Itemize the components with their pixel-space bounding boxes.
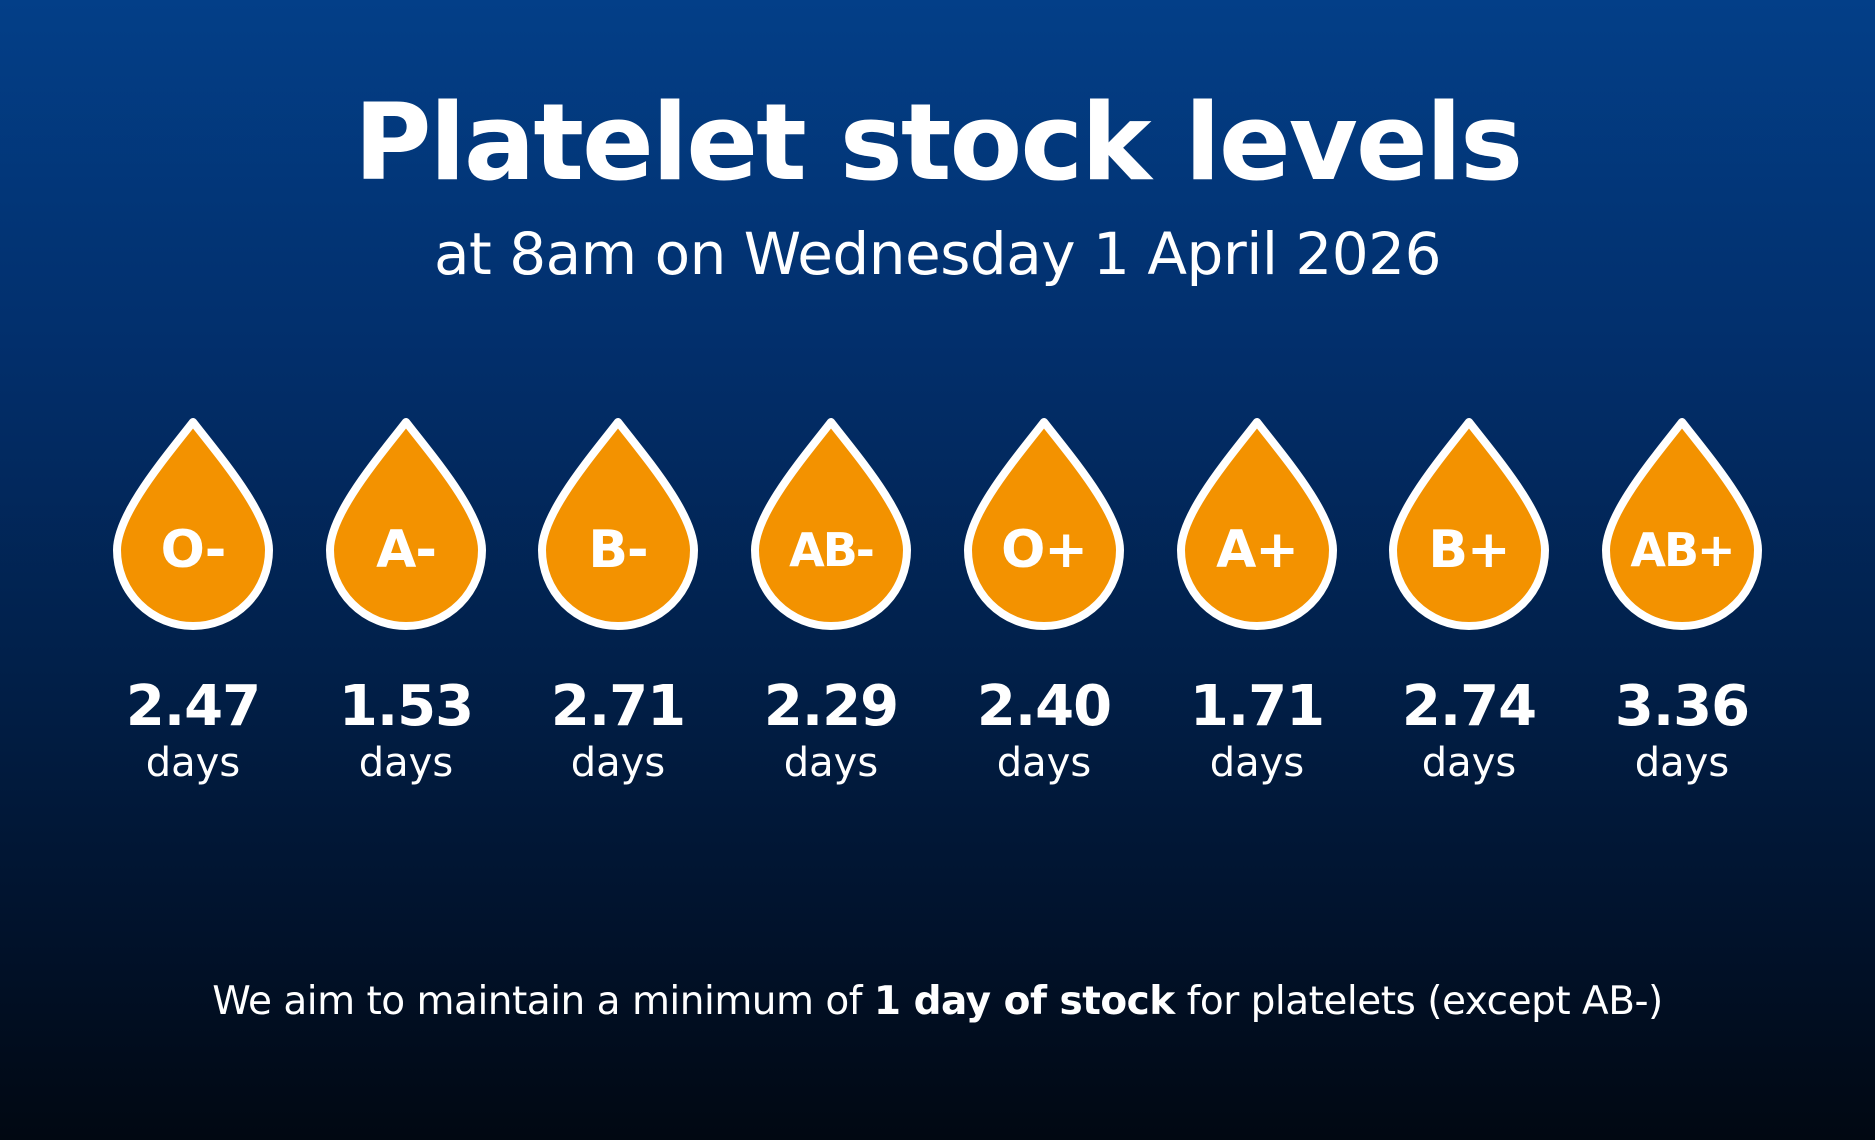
blood-group-label: A-: [376, 520, 437, 580]
blood-drop-icon: [1389, 418, 1549, 630]
stock-days-value: 2.29: [763, 674, 899, 739]
blood-drop-icon: [538, 418, 698, 630]
minimum-stock-note: We aim to maintain a minimum of 1 day of…: [0, 975, 1875, 1029]
stock-days-unit: days: [1634, 740, 1730, 786]
blood-drop-icon: [326, 418, 486, 630]
stock-days-value: 2.47: [125, 674, 261, 739]
blood-drop-icon: [113, 418, 273, 630]
blood-group-label: AB-: [789, 523, 875, 577]
stock-days-value: 3.36: [1614, 674, 1750, 739]
blood-group-label: AB+: [1630, 523, 1735, 577]
blood-group-item-o-pos: O+ 2.40 days: [939, 418, 1149, 798]
page-title: Platelet stock levels: [353, 81, 1523, 204]
blood-group-item-ab-pos: AB+ 3.36 days: [1577, 418, 1787, 798]
note-prefix: We aim to maintain a minimum of: [212, 979, 874, 1024]
stock-days-value: 1.71: [1189, 674, 1325, 739]
blood-group-item-a-neg: A- 1.53 days: [301, 418, 511, 798]
blood-group-label: O-: [160, 520, 227, 580]
note-suffix: for platelets (except AB-): [1174, 979, 1664, 1024]
blood-drop-icon: [1177, 418, 1337, 630]
stock-days-unit: days: [1209, 740, 1305, 786]
blood-group-label: A+: [1216, 520, 1299, 580]
stock-days-unit: days: [358, 740, 454, 786]
stock-days-value: 2.74: [1401, 674, 1537, 739]
blood-group-item-b-pos: B+ 2.74 days: [1364, 418, 1574, 798]
blood-group-label: B+: [1428, 520, 1510, 580]
blood-group-row: O- 2.47 days A- 1.53 days B- 2.71 days A…: [0, 418, 1875, 798]
blood-group-label: O+: [1001, 520, 1088, 580]
stock-days-unit: days: [783, 740, 879, 786]
blood-group-item-o-neg: O- 2.47 days: [88, 418, 298, 798]
stock-days-unit: days: [1421, 740, 1517, 786]
blood-drop-icon: [1602, 418, 1762, 630]
note-emphasis: 1 day of stock: [873, 979, 1175, 1024]
stock-days-unit: days: [570, 740, 666, 786]
stock-days-unit: days: [145, 740, 241, 786]
stock-days-value: 1.53: [338, 674, 474, 739]
stock-days-value: 2.71: [550, 674, 686, 739]
blood-group-item-a-pos: A+ 1.71 days: [1152, 418, 1362, 798]
page-subtitle: at 8am on Wednesday 1 April 2026: [434, 220, 1441, 288]
blood-drop-icon: [964, 418, 1124, 630]
stock-days-value: 2.40: [976, 674, 1112, 739]
stock-days-unit: days: [996, 740, 1092, 786]
blood-drop-icon: [751, 418, 911, 630]
blood-group-label: B-: [588, 520, 648, 580]
blood-group-item-ab-neg: AB- 2.29 days: [726, 418, 936, 798]
blood-group-item-b-neg: B- 2.71 days: [513, 418, 723, 798]
